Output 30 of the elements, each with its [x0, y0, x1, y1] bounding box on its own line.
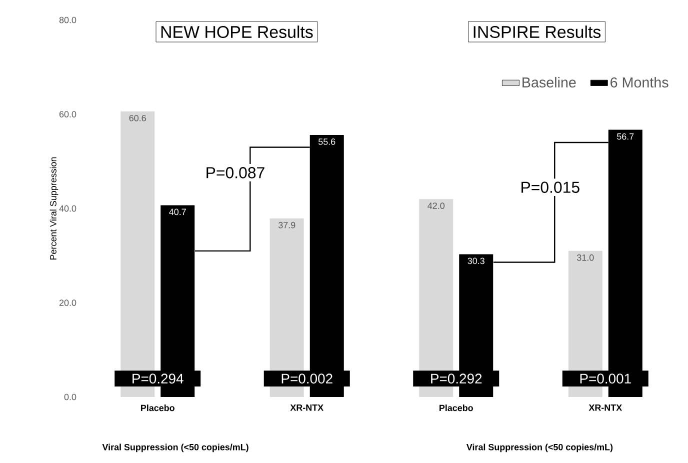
data-label: 56.7	[617, 133, 634, 140]
y-tick-label: 60.0	[59, 111, 76, 118]
x-tick-label: Placebo	[440, 404, 473, 412]
data-label: 37.9	[278, 222, 296, 228]
annotation: INSPIRE Results	[474, 26, 601, 38]
annotation: P=0.087	[206, 167, 264, 178]
data-label: 30.3	[468, 258, 484, 264]
x-tick-label: XR-NTX	[588, 404, 622, 411]
annotation: P=0.292	[431, 374, 482, 384]
annotation: P=0.015	[522, 182, 580, 193]
text: Viral Suppression (<50 copies/mL)	[466, 444, 613, 452]
data-label: 31.0	[577, 254, 594, 261]
data-label: 55.6	[318, 138, 336, 145]
y-tick-label: 20.0	[59, 300, 76, 306]
y-tick-label: 80.0	[59, 16, 76, 24]
annotation: P=0.294	[132, 374, 184, 384]
annotation: NEW HOPE Results	[161, 26, 313, 38]
annotation: P=0.002	[282, 374, 332, 384]
y-tick-label: 40.0	[59, 205, 76, 212]
y-axis-title: Percent Viral Suppression	[50, 157, 58, 260]
data-label: 60.6	[129, 114, 146, 122]
x-tick-label: XR-NTX	[290, 404, 324, 411]
text: Viral Suppression (<50 copies/mL)	[102, 444, 248, 452]
annotation: P=0.001	[580, 374, 631, 384]
x-tick-label: Placebo	[141, 404, 174, 412]
legend-label: 6 Months	[610, 76, 668, 88]
y-tick-label: 0.0	[64, 394, 76, 400]
data-label: 42.0	[428, 202, 445, 209]
legend-label: Baseline	[522, 76, 576, 88]
data-label: 40.7	[169, 208, 186, 216]
